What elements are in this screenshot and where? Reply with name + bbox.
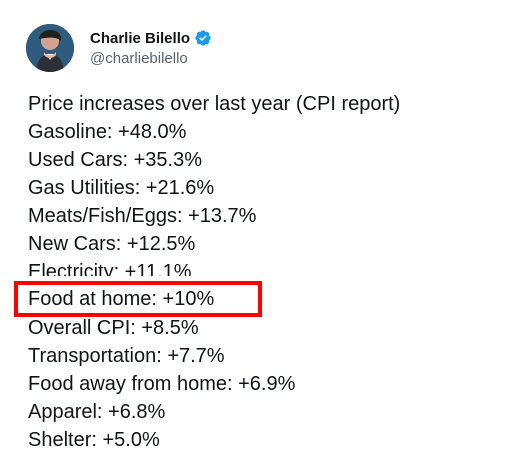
tweet-line-apparel: Apparel: +6.8% [28,401,166,423]
author-name-row: Charlie Bilello [90,28,212,48]
profile-avatar-icon[interactable] [26,24,74,72]
tweet-line-used-cars: Used Cars: +35.3% [28,149,202,171]
tweet-line-gas-utilities: Gas Utilities: +21.6% [28,177,215,199]
display-name[interactable]: Charlie Bilello [90,29,191,47]
tweet-body: Price increases over last year (CPI repo… [28,90,488,454]
user-handle[interactable]: @charliebilello [90,50,188,67]
tweet-line-new-cars: New Cars: +12.5% [28,233,196,255]
tweet-line-electricity: Electricity: +11.1% [28,261,192,276]
highlighted-food-at-home-text: Food at home: +10% [28,288,215,310]
tweet-line-gasoline: Gasoline: +48.0% [28,121,187,143]
tweet-line-transportation: Transportation: +7.7% [28,345,225,367]
tweet-line-title: Price increases over last year (CPI repo… [28,93,401,115]
tweet-line-food-away-from-home: Food away from home: +6.9% [28,373,296,395]
tweet-line-overall-cpi: Overall CPI: +8.5% [28,317,199,339]
tweet-author-header: Charlie Bilello @charliebilello [90,28,212,67]
tweet-line-meats-fish-eggs: Meats/Fish/Eggs: +13.7% [28,205,257,227]
verified-badge-icon [194,29,212,47]
tweet-line-shelter: Shelter: +5.0% [28,429,160,451]
